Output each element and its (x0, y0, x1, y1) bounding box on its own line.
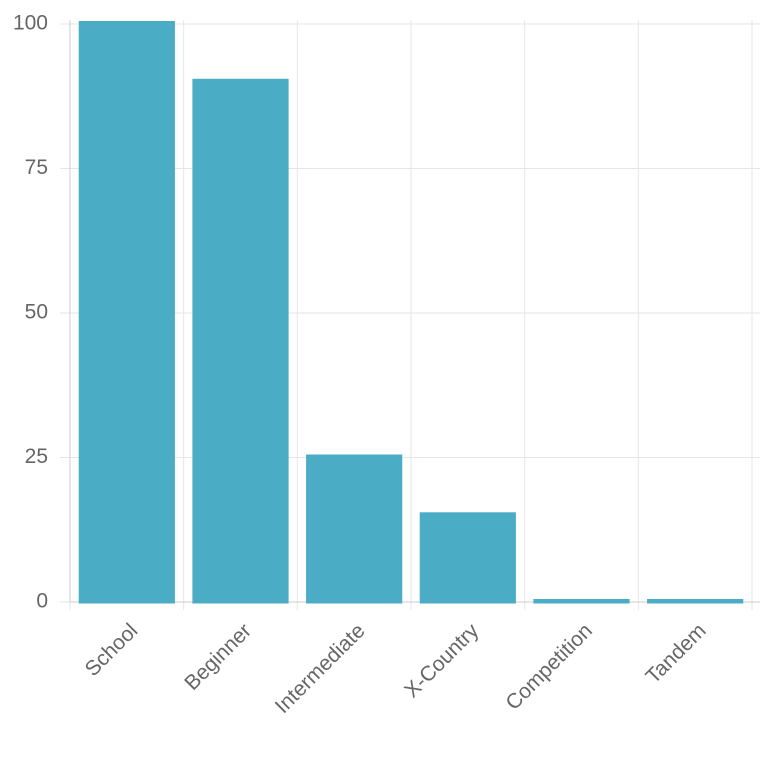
y-tick-label: 50 (25, 301, 48, 324)
y-tick-label: 25 (25, 445, 48, 468)
x-tick-label: Beginner (180, 619, 256, 695)
y-tick-label: 100 (13, 12, 48, 35)
x-tick-label: Intermediate (271, 619, 370, 718)
bar (192, 78, 289, 604)
x-tick-label: X-Country (400, 619, 483, 702)
x-tick-label: School (81, 619, 143, 681)
bar (78, 21, 175, 604)
bar (647, 599, 744, 604)
y-tick-label: 75 (25, 156, 48, 179)
bar (306, 454, 403, 604)
y-tick-label: 0 (36, 590, 48, 613)
x-tick-label: Tandem (642, 619, 711, 688)
x-tick-label: Competition (501, 619, 597, 715)
bar (419, 512, 516, 604)
bar (533, 599, 630, 604)
